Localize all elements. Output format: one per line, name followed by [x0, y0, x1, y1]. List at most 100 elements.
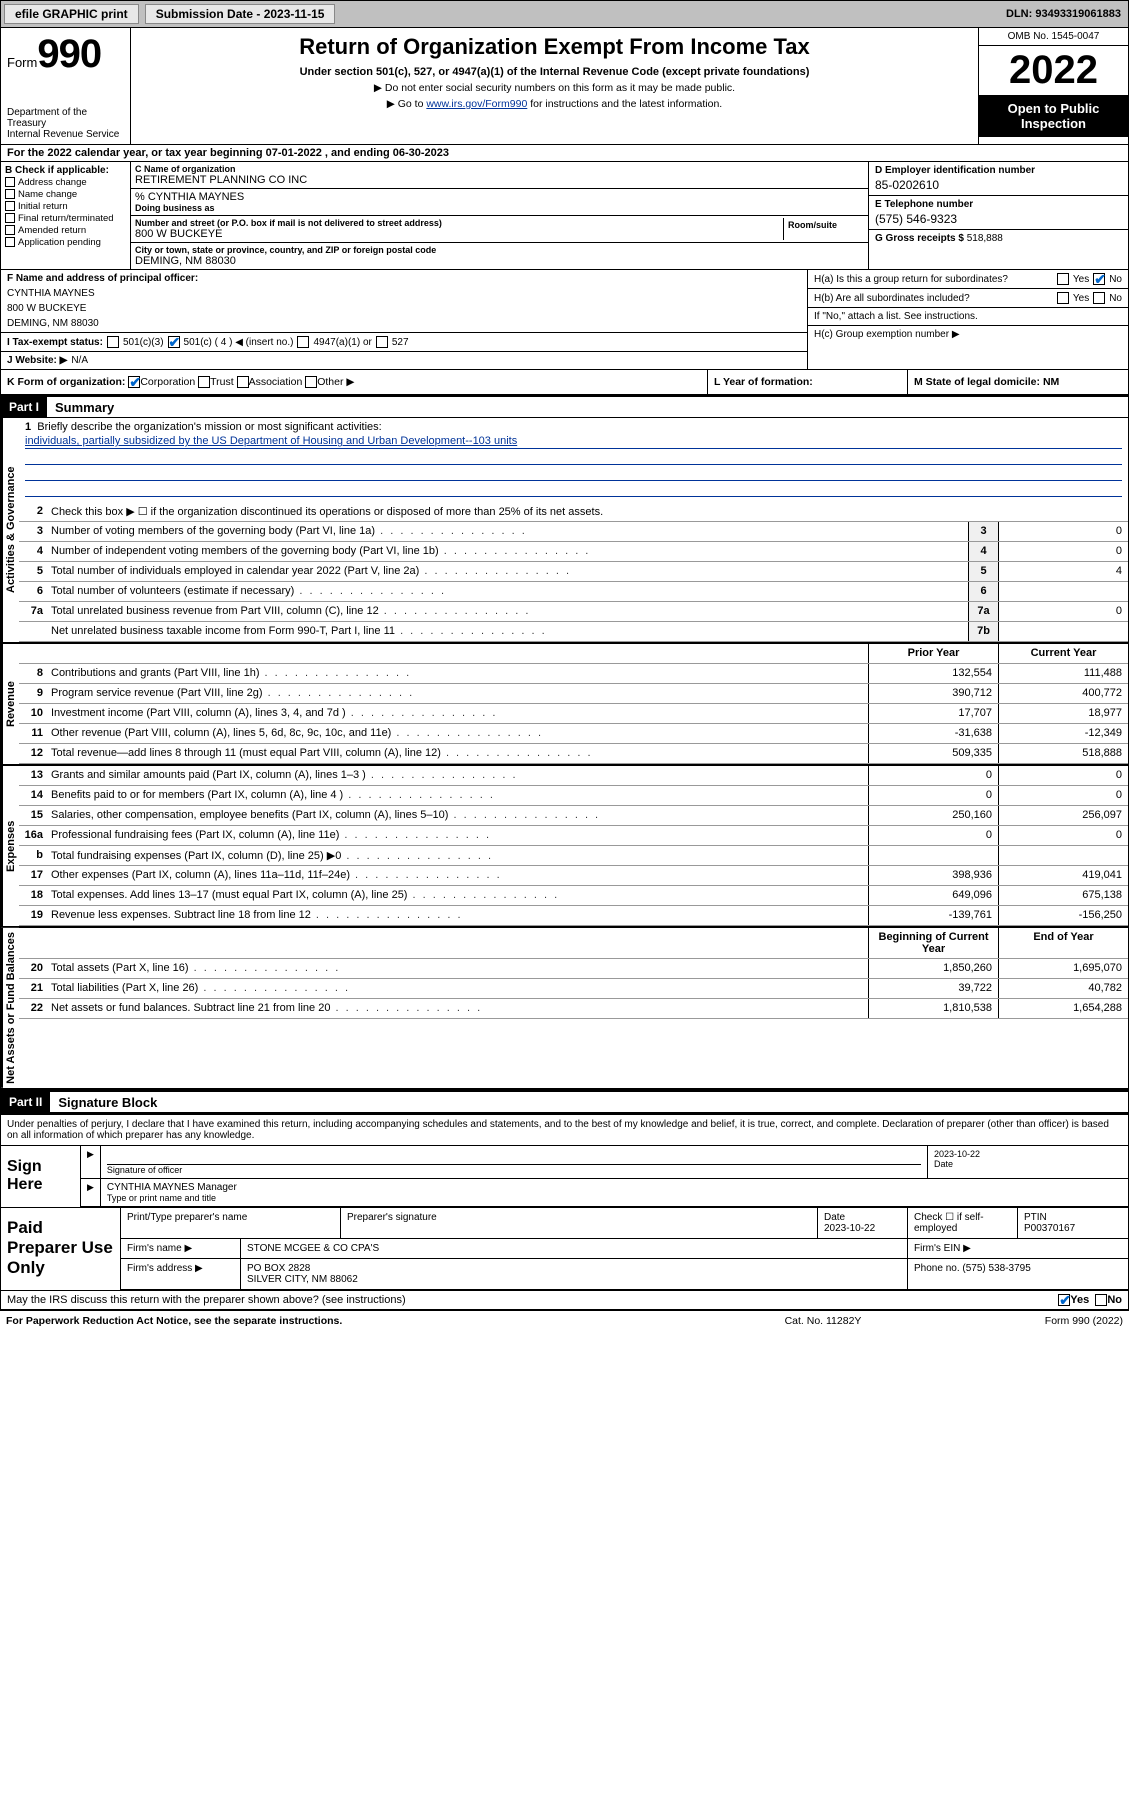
submission-date-button[interactable]: Submission Date - 2023-11-15	[145, 4, 336, 24]
chk-name[interactable]: Name change	[5, 189, 126, 200]
m-lab: M State of legal domicile: NM	[914, 376, 1059, 388]
table-row: 22Net assets or fund balances. Subtract …	[19, 999, 1128, 1019]
gross-lab: G Gross receipts $	[875, 233, 964, 244]
col-d-e-g: D Employer identification number85-02026…	[868, 162, 1128, 269]
line-a: For the 2022 calendar year, or tax year …	[0, 145, 1129, 162]
table-row: bTotal fundraising expenses (Part IX, co…	[19, 846, 1128, 866]
table-row: 7aTotal unrelated business revenue from …	[19, 602, 1128, 622]
sig-date-lab: Date	[934, 1159, 953, 1169]
paid-preparer-label: Paid Preparer Use Only	[1, 1208, 121, 1290]
table-row: 14Benefits paid to or for members (Part …	[19, 786, 1128, 806]
street: 800 W BUCKEYE	[135, 228, 222, 240]
chk-527[interactable]	[376, 336, 388, 348]
begin-hdr: Beginning of Current Year	[868, 928, 998, 958]
telephone: (575) 546-9323	[875, 212, 1122, 226]
table-row: 17Other expenses (Part IX, column (A), l…	[19, 866, 1128, 886]
ptin-lab: PTIN	[1024, 1212, 1047, 1223]
l-lab: L Year of formation:	[714, 376, 813, 388]
k-lab: K Form of organization:	[7, 376, 125, 388]
prep-date: 2023-10-22	[824, 1223, 875, 1234]
governance-section: Activities & Governance 1 Briefly descri…	[0, 418, 1129, 644]
firm-name-lab: Firm's name ▶	[121, 1239, 241, 1258]
block-b-c-d: B Check if applicable: Address change Na…	[0, 162, 1129, 270]
gov-sidelabel: Activities & Governance	[1, 418, 19, 642]
officer-printed-lab: Type or print name and title	[107, 1193, 216, 1203]
firm-name: STONE MCGEE & CO CPA'S	[241, 1239, 908, 1258]
chk-501c3[interactable]	[107, 336, 119, 348]
table-row: 6Total number of volunteers (estimate if…	[19, 582, 1128, 602]
may-irs-text: May the IRS discuss this return with the…	[7, 1294, 1058, 1306]
mission-num: 1	[25, 421, 31, 433]
chk-initial[interactable]: Initial return	[5, 201, 126, 212]
chk-address[interactable]: Address change	[5, 177, 126, 188]
col-c: C Name of organizationRETIREMENT PLANNIN…	[131, 162, 868, 269]
table-row: 8Contributions and grants (Part VIII, li…	[19, 664, 1128, 684]
cat-no: Cat. No. 11282Y	[723, 1315, 923, 1327]
chk-corp[interactable]	[128, 376, 140, 388]
efile-button[interactable]: efile GRAPHIC print	[4, 4, 139, 24]
form-title: Return of Organization Exempt From Incom…	[139, 34, 970, 60]
mission-lab: Briefly describe the organization's miss…	[37, 421, 381, 433]
sign-here-label: Sign Here	[1, 1146, 81, 1207]
chk-4947[interactable]	[297, 336, 309, 348]
open-inspection: Open to Public Inspection	[979, 95, 1128, 137]
firm-addr1: PO BOX 2828	[247, 1263, 310, 1274]
table-row: 10Investment income (Part VIII, column (…	[19, 704, 1128, 724]
tax-year: 2022	[979, 46, 1128, 95]
chk-501c[interactable]	[168, 336, 180, 348]
chk-trust[interactable]	[198, 376, 210, 388]
table-row: 13Grants and similar amounts paid (Part …	[19, 766, 1128, 786]
form-word: Form	[7, 55, 37, 70]
current-hdr: Current Year	[998, 644, 1128, 663]
part1-badge: Part I	[1, 397, 47, 417]
form-note1: ▶ Do not enter social security numbers o…	[139, 82, 970, 94]
hc-lab: H(c) Group exemption number ▶	[814, 329, 960, 340]
officer-name: CYNTHIA MAYNES	[7, 288, 95, 299]
table-row: 4Number of independent voting members of…	[19, 542, 1128, 562]
netassets-section: Net Assets or Fund Balances Beginning of…	[0, 928, 1129, 1090]
dln-label: DLN: 93493319061883	[1006, 8, 1125, 20]
page-footer: For Paperwork Reduction Act Notice, see …	[0, 1310, 1129, 1331]
mission-blank1	[25, 451, 1122, 465]
chk-assoc[interactable]	[237, 376, 249, 388]
chk-pending[interactable]: Application pending	[5, 237, 126, 248]
end-hdr: End of Year	[998, 928, 1128, 958]
hb2-lab: If "No," attach a list. See instructions…	[814, 311, 978, 322]
sig-date: 2023-10-22	[934, 1149, 980, 1159]
mayirs-yes[interactable]	[1058, 1294, 1070, 1306]
form-header: Form990 Department of the Treasury Inter…	[0, 28, 1129, 145]
website: N/A	[71, 355, 88, 366]
block-f-h-i-j: F Name and address of principal officer:…	[0, 270, 1129, 370]
hb-yes[interactable]	[1057, 292, 1069, 304]
ein: 85-0202610	[875, 178, 1122, 192]
tel-lab: E Telephone number	[875, 199, 973, 210]
j-lab: J Website: ▶	[7, 355, 67, 366]
form-note2: ▶ Go to www.irs.gov/Form990 for instruct…	[139, 98, 970, 110]
table-row: Net unrelated business taxable income fr…	[19, 622, 1128, 642]
irs-link[interactable]: www.irs.gov/Form990	[426, 98, 527, 110]
chk-final[interactable]: Final return/terminated	[5, 213, 126, 224]
hb-lab: H(b) Are all subordinates included?	[814, 293, 1053, 304]
ha-yes[interactable]	[1057, 273, 1069, 285]
hb-no[interactable]	[1093, 292, 1105, 304]
chk-amended[interactable]: Amended return	[5, 225, 126, 236]
prep-date-lab: Date	[824, 1212, 845, 1223]
c-name-lab: C Name of organization	[135, 164, 236, 174]
mayirs-no[interactable]	[1095, 1294, 1107, 1306]
ha-no[interactable]	[1093, 273, 1105, 285]
city: DEMING, NM 88030	[135, 255, 236, 267]
declaration: Under penalties of perjury, I declare th…	[1, 1115, 1128, 1145]
f-lab: F Name and address of principal officer:	[7, 273, 198, 284]
officer-printed: CYNTHIA MAYNES Manager	[107, 1182, 237, 1193]
table-row: 18Total expenses. Add lines 13–17 (must …	[19, 886, 1128, 906]
col-b: B Check if applicable: Address change Na…	[1, 162, 131, 269]
prep-name-lab: Print/Type preparer's name	[121, 1208, 341, 1238]
block-k-l-m: K Form of organization: Corporation Trus…	[0, 370, 1129, 395]
care-of: % CYNTHIA MAYNES	[135, 191, 244, 203]
rev-sidelabel: Revenue	[1, 644, 19, 764]
part2-badge: Part II	[1, 1092, 50, 1112]
sig-officer-lab: Signature of officer	[107, 1165, 182, 1175]
officer-addr2: DEMING, NM 88030	[7, 318, 99, 329]
submission-date-label: Submission Date - 2023-11-15	[156, 7, 325, 21]
chk-other[interactable]	[305, 376, 317, 388]
